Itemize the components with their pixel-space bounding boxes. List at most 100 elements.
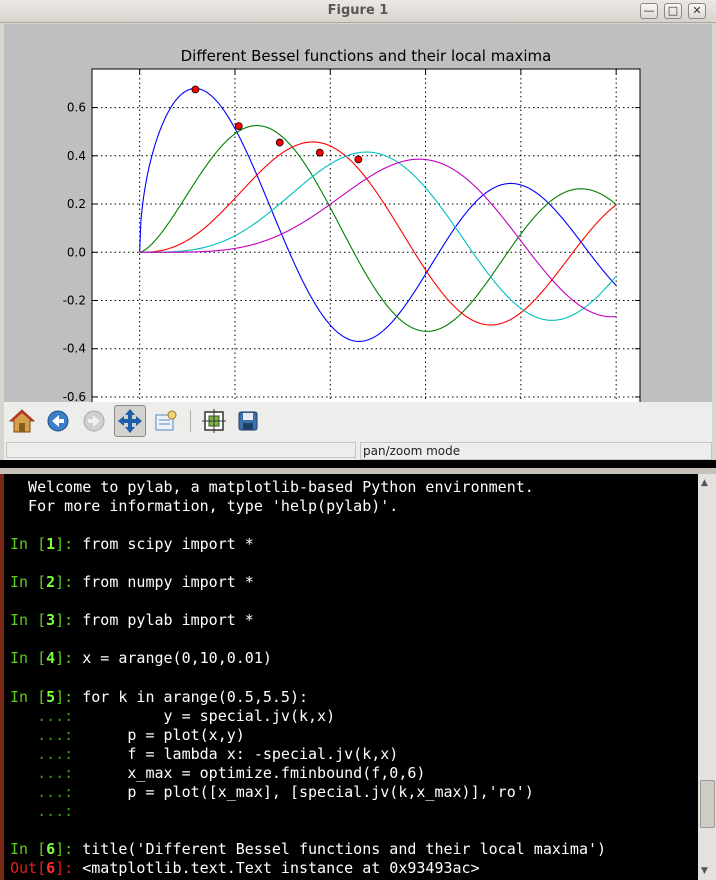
prompt-prefix: In [	[10, 573, 47, 592]
terminal-text-line: For more information, type 'help(pylab)'…	[10, 497, 399, 516]
close-button[interactable]: ✕	[688, 3, 706, 19]
prompt-suffix: ]:	[55, 573, 83, 592]
scroll-down-icon[interactable]: ▼	[701, 866, 708, 876]
output-line: Out[6]: <matplotlib.text.Text instance a…	[10, 859, 480, 878]
maximize-button[interactable]: □	[664, 3, 682, 19]
back-arrow-icon	[47, 410, 69, 432]
maximum-marker	[354, 155, 363, 164]
save-floppy-icon	[238, 411, 258, 431]
input-prompt: In [4]:	[10, 649, 82, 667]
prompt-prefix: In [	[10, 611, 47, 630]
bessel-curve-0-5	[139, 87, 617, 342]
prompt-prefix: In [	[10, 649, 47, 668]
input-prompt: In [2]:	[10, 573, 82, 591]
continuation-line: ...:	[10, 802, 82, 821]
maximum-marker	[234, 122, 243, 131]
pan-move-icon	[118, 409, 142, 433]
prompt-number: 3	[46, 611, 56, 630]
y-tick-label: -0.4	[63, 342, 86, 356]
forward-button[interactable]	[78, 405, 110, 437]
desktop-edge	[0, 474, 4, 880]
y-tick-label: 0.6	[67, 101, 86, 115]
input-line: In [3]: from pylab import *	[10, 611, 254, 630]
zoom-rect-icon	[155, 410, 177, 431]
prompt-number: 5	[46, 687, 56, 706]
forward-arrow-icon	[83, 410, 105, 432]
prompt-number: 4	[46, 649, 56, 668]
maxima-markers	[191, 85, 363, 164]
scrollbar-thumb[interactable]	[700, 780, 715, 828]
continuation-line: ...: y = special.jv(k,x)	[10, 707, 335, 726]
code-text: from pylab import *	[82, 611, 254, 630]
bessel-curve-4-5	[139, 158, 617, 318]
chart-title: Different Bessel functions and their loc…	[181, 47, 552, 65]
maximum-marker	[315, 148, 324, 157]
prompt-prefix: In [	[10, 687, 47, 706]
input-prompt: In [3]:	[10, 611, 82, 629]
maximum-marker	[191, 85, 200, 94]
prompt-suffix: ]:	[55, 611, 83, 630]
continuation-prompt: ...:	[10, 763, 83, 782]
pan-button[interactable]	[114, 405, 146, 437]
y-tick-label: 0.0	[67, 245, 86, 259]
y-tick-label: 0.4	[67, 149, 86, 163]
bessel-curve-2-5	[139, 141, 617, 326]
code-text: <matplotlib.text.Text instance at 0x9349…	[82, 859, 480, 877]
prompt-suffix: ]:	[55, 839, 83, 858]
prompt-number: 6	[46, 839, 56, 858]
home-icon	[9, 409, 35, 433]
bessel-curve-1-5	[139, 125, 617, 332]
code-text: from numpy import *	[82, 573, 254, 592]
input-line: In [4]: x = arange(0,10,0.01)	[10, 649, 272, 668]
bessel-curve-3-5	[139, 151, 617, 321]
bessel-chart: Different Bessel functions and their loc…	[63, 47, 641, 402]
continuation-line: ...: x_max = optimize.fminbound(f,0,6)	[10, 764, 425, 783]
status-cell-empty	[6, 442, 356, 458]
save-button[interactable]	[232, 405, 264, 437]
figure-canvas[interactable]: Different Bessel functions and their loc…	[4, 24, 712, 402]
zoom-button[interactable]	[150, 405, 182, 437]
status-mode-text: pan/zoom mode	[360, 442, 712, 460]
minimize-button[interactable]: —	[640, 3, 658, 19]
continuation-prompt: ...:	[10, 725, 83, 744]
continuation-prompt: ...:	[10, 782, 83, 801]
y-tick-label: -0.2	[63, 293, 86, 307]
y-axis-ticks: 0.6 0.4 0.2 0.0 -0.2 -0.4 -0.6	[63, 69, 640, 402]
prompt-suffix: ]:	[55, 535, 83, 554]
code-text: p = plot([x_max], [special.jv(k,x_max)],…	[82, 782, 534, 801]
terminal-scrollbar[interactable]: ▲ ▼	[698, 474, 716, 880]
continuation-prompt: ...:	[10, 744, 83, 763]
scroll-up-icon[interactable]: ▲	[701, 478, 708, 488]
input-line: In [2]: from numpy import *	[10, 573, 254, 592]
ipython-terminal[interactable]: Welcome to pylab, a matplotlib-based Pyt…	[4, 474, 698, 880]
input-prompt: In [6]:	[10, 840, 82, 858]
home-button[interactable]	[6, 405, 38, 437]
code-text: x = arange(0,10,0.01)	[82, 649, 272, 668]
input-line: In [5]: for k in arange(0.5,5.5):	[10, 688, 308, 707]
code-text: f = lambda x: -special.jv(k,x)	[82, 744, 399, 763]
prompt-prefix: In [	[10, 839, 47, 858]
input-line: In [1]: from scipy import *	[10, 535, 254, 554]
prompt-suffix: ]:	[55, 649, 83, 668]
code-text: p = plot(x,y)	[82, 725, 245, 744]
continuation-prompt: ...:	[10, 706, 83, 725]
code-text: for k in arange(0.5,5.5):	[82, 687, 309, 706]
statusbar: pan/zoom mode	[4, 440, 712, 460]
output-prompt: Out[6]:	[10, 859, 82, 877]
back-button[interactable]	[42, 405, 74, 437]
code-text: from scipy import *	[82, 535, 254, 554]
y-tick-label: -0.6	[63, 390, 86, 402]
terminal-text-line: Welcome to pylab, a matplotlib-based Pyt…	[10, 478, 534, 496]
code-text: y = special.jv(k,x)	[82, 706, 336, 725]
curves	[139, 87, 617, 342]
prompt-number: 1	[46, 535, 56, 554]
prompt-prefix: In [	[10, 535, 47, 554]
maximum-marker	[275, 138, 284, 147]
code-text: title('Different Bessel functions and th…	[82, 839, 607, 858]
prompt-suffix: ]:	[55, 859, 83, 877]
subplots-button[interactable]	[198, 405, 230, 437]
subplots-icon	[202, 409, 226, 433]
window-titlebar[interactable]: Figure 1 — □ ✕	[0, 0, 716, 23]
input-prompt: In [1]:	[10, 535, 82, 553]
window-divider	[0, 460, 716, 468]
